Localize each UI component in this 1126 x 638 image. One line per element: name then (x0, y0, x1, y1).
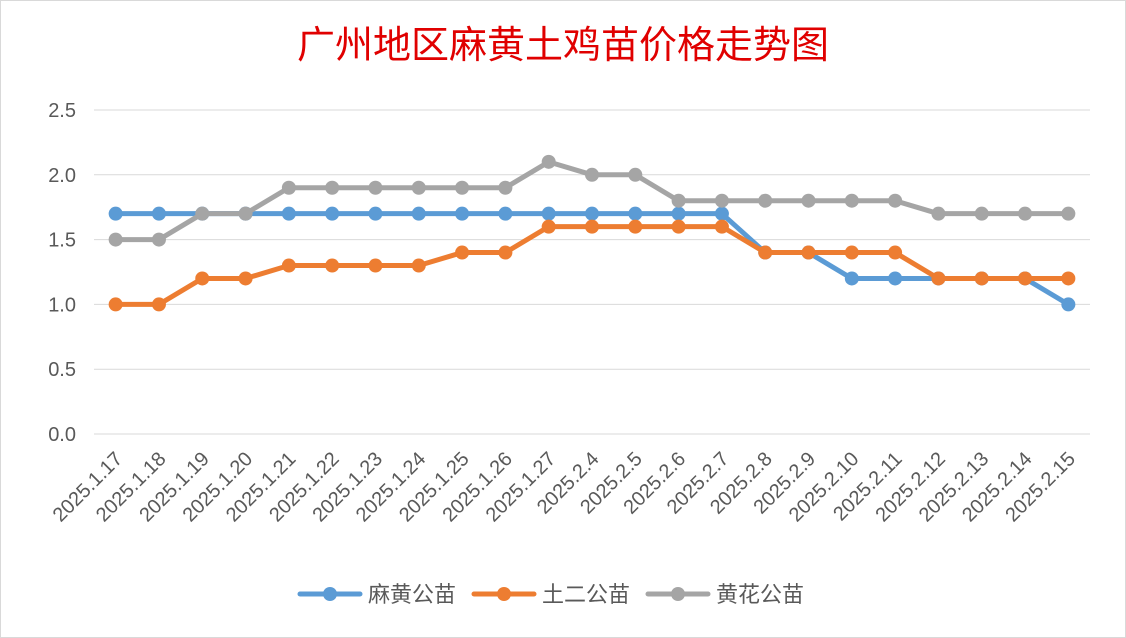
data-point (931, 271, 946, 286)
data-point (238, 206, 253, 221)
data-point (541, 154, 556, 169)
y-tick-label: 2.5 (48, 100, 76, 122)
data-point (238, 271, 253, 286)
data-point (368, 206, 383, 221)
data-point (974, 206, 989, 221)
data-point (108, 206, 123, 221)
legend-swatch-marker (497, 587, 511, 601)
data-point (758, 245, 773, 260)
data-point (455, 206, 470, 221)
data-point (888, 271, 903, 286)
legend-item: 麻黄公苗 (297, 583, 456, 608)
y-axis-ticks: 0.0 0.5 1.0 1.5 2.0 2.5 (48, 100, 76, 446)
data-point (411, 258, 426, 273)
legend-swatch-marker (671, 587, 685, 601)
data-point (325, 180, 340, 195)
legend-item: 土二公苗 (471, 583, 630, 608)
data-point (844, 271, 859, 286)
data-point (325, 206, 340, 221)
data-point (1061, 206, 1076, 221)
data-point (151, 297, 166, 312)
data-point (671, 219, 686, 234)
data-point (195, 206, 210, 221)
y-tick-label: 0.0 (48, 424, 76, 446)
data-point (758, 193, 773, 208)
legend-swatch-marker (323, 587, 337, 601)
data-point (888, 193, 903, 208)
data-point (151, 232, 166, 247)
data-point (108, 232, 123, 247)
data-point (411, 206, 426, 221)
series-line (113, 224, 1071, 307)
y-tick-label: 1.0 (48, 294, 76, 316)
legend-label: 黄花公苗 (716, 583, 804, 608)
legend-label: 麻黄公苗 (368, 583, 456, 608)
series-2 (108, 219, 1076, 312)
data-point (498, 245, 513, 260)
data-point (108, 297, 123, 312)
data-point (714, 193, 729, 208)
data-point (281, 206, 296, 221)
data-point (585, 219, 599, 234)
data-point (888, 245, 903, 260)
data-point (844, 193, 859, 208)
data-point (411, 180, 426, 195)
data-point (585, 167, 599, 182)
data-point (714, 219, 729, 234)
data-point (931, 206, 946, 221)
data-point (628, 206, 643, 221)
data-point (281, 258, 296, 273)
data-point (541, 219, 556, 234)
data-point (628, 219, 643, 234)
y-tick-label: 2.0 (48, 165, 76, 187)
data-point (281, 180, 296, 195)
data-point (325, 258, 340, 273)
data-point (368, 180, 383, 195)
y-tick-label: 0.5 (48, 359, 76, 381)
data-point (801, 245, 816, 260)
data-point (671, 193, 686, 208)
data-point (585, 206, 599, 221)
legend-item: 黄花公苗 (645, 583, 804, 608)
data-point (455, 180, 470, 195)
data-point (368, 258, 383, 273)
data-point (195, 271, 210, 286)
data-point (1018, 271, 1033, 286)
data-point (1018, 206, 1033, 221)
data-point (1061, 297, 1076, 312)
data-point (801, 193, 816, 208)
x-axis-ticks: 2025.1.172025.1.182025.1.192025.1.202025… (49, 448, 1080, 526)
chart-title: 广州地区麻黄土鸡苗价格走势图 (297, 23, 829, 67)
data-point (671, 206, 686, 221)
data-point (498, 180, 513, 195)
data-point (541, 206, 556, 221)
data-point (974, 271, 989, 286)
series-lines (108, 154, 1076, 312)
series-3 (108, 154, 1076, 247)
data-point (628, 167, 643, 182)
data-point (1061, 271, 1076, 286)
data-point (714, 206, 729, 221)
legend-label: 土二公苗 (542, 583, 630, 608)
data-point (498, 206, 513, 221)
data-point (844, 245, 859, 260)
y-tick-label: 1.5 (48, 230, 76, 252)
data-point (455, 245, 470, 260)
legend: 麻黄公苗 土二公苗 黄花公苗 (297, 583, 804, 608)
data-point (151, 206, 166, 221)
